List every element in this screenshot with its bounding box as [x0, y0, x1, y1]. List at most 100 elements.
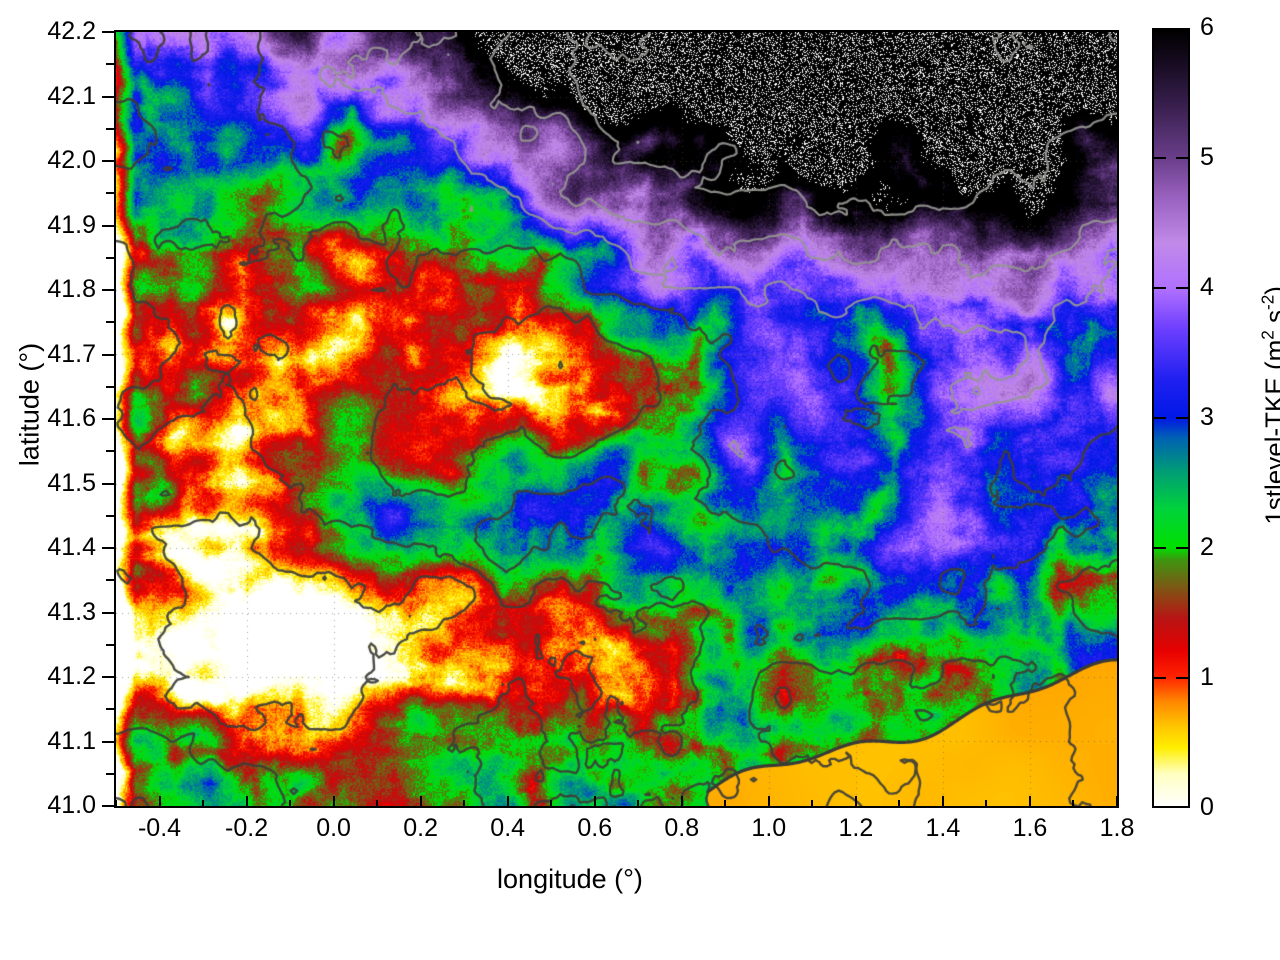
x-tick-minor	[550, 800, 553, 808]
x-tick-major	[593, 796, 596, 808]
x-tick-major	[1116, 796, 1118, 808]
tke-heatmap-canvas	[116, 32, 1117, 806]
x-tick-major	[767, 796, 770, 808]
colorbar-tick-left	[1152, 677, 1166, 679]
y-tick-minor	[106, 708, 114, 711]
x-tick-label: 0.6	[577, 814, 613, 842]
x-tick-label: 1.0	[751, 814, 787, 842]
y-tick-minor	[106, 192, 114, 195]
colorbar-title-main: 1stlevel-TKE (m	[1259, 339, 1280, 525]
x-tick-major	[1028, 796, 1031, 808]
x-tick-label: 0.2	[403, 814, 439, 842]
x-tick-major	[506, 796, 509, 808]
y-tick-major	[102, 224, 114, 227]
x-tick-minor	[115, 800, 117, 808]
y-tick-minor	[106, 63, 114, 66]
colorbar-tick-label: 5	[1200, 143, 1214, 171]
x-tick-label: 1.2	[838, 814, 874, 842]
colorbar-tick-label: 1	[1200, 663, 1214, 691]
y-tick-label: 41.3	[47, 597, 96, 626]
x-tick-label: 1.8	[1099, 814, 1135, 842]
y-tick-major	[102, 418, 114, 420]
colorbar-title-exp2: -2	[1257, 294, 1278, 310]
y-tick-label: 42.0	[47, 146, 96, 174]
colorbar-tick-right	[1176, 417, 1190, 419]
colorbar-tick-label: 2	[1200, 533, 1214, 561]
x-axis-title: longitude (°)	[497, 864, 643, 894]
x-tick-label: -0.2	[225, 814, 269, 842]
y-tick-minor	[106, 256, 114, 259]
x-tick-minor	[1072, 800, 1075, 808]
y-tick-label: 41.5	[47, 468, 96, 497]
colorbar-tick-label: 6	[1200, 13, 1214, 41]
colorbar-tick-left	[1152, 287, 1166, 289]
y-tick-label: 41.7	[47, 339, 96, 368]
y-tick-major	[102, 95, 114, 98]
y-tick-minor	[106, 127, 114, 130]
y-tick-label: 41.2	[47, 662, 96, 690]
y-tick-label: 41.8	[47, 275, 96, 303]
y-tick-label: 41.1	[47, 726, 96, 755]
y-tick-major	[102, 676, 114, 678]
colorbar-tick-left	[1152, 417, 1166, 419]
y-tick-major	[102, 547, 114, 549]
x-tick-major	[332, 796, 335, 808]
x-tick-label: 1.6	[1012, 814, 1048, 842]
x-tick-label: 0.4	[490, 814, 526, 842]
x-tick-minor	[985, 800, 988, 808]
colorbar-tick-right	[1176, 677, 1190, 679]
x-tick-minor	[376, 800, 379, 808]
x-tick-major	[941, 796, 944, 808]
colorbar-tick-left	[1152, 157, 1166, 159]
colorbar-tick-label: 3	[1200, 403, 1214, 431]
colorbar-title: 1stlevel-TKE (m2 s-2)	[1258, 195, 1280, 615]
y-tick-label: 42.2	[47, 17, 96, 45]
y-tick-minor	[106, 514, 114, 517]
y-tick-minor	[106, 321, 114, 324]
y-tick-minor	[106, 450, 114, 453]
y-tick-label: 41.9	[47, 210, 96, 239]
x-tick-minor	[202, 800, 205, 808]
x-tick-major	[419, 796, 422, 808]
colorbar-title-mid: s	[1259, 310, 1280, 330]
y-tick-minor	[106, 579, 114, 582]
colorbar-tick-right	[1176, 157, 1190, 159]
x-tick-minor	[289, 800, 292, 808]
y-tick-minor	[106, 772, 114, 775]
colorbar-tick-left	[1152, 547, 1166, 549]
colorbar-title-close: )	[1259, 286, 1280, 295]
x-tick-minor	[811, 800, 814, 808]
x-tick-minor	[463, 800, 466, 808]
x-tick-major	[158, 796, 161, 808]
y-tick-major	[102, 740, 114, 743]
y-tick-major	[102, 353, 114, 356]
colorbar-tick-label: 0	[1200, 793, 1214, 821]
y-tick-minor	[106, 643, 114, 646]
colorbar-tick-label: 4	[1200, 273, 1214, 301]
colorbar-tick-right	[1176, 287, 1190, 289]
y-tick-minor	[106, 385, 114, 388]
y-tick-major	[102, 482, 114, 485]
x-tick-label: -0.4	[137, 814, 182, 842]
y-tick-major	[102, 160, 114, 162]
x-tick-minor	[898, 800, 901, 808]
y-tick-label: 41.6	[47, 404, 96, 432]
x-tick-label: 1.4	[925, 814, 961, 842]
x-tick-major	[680, 796, 683, 808]
x-tick-major	[245, 796, 248, 808]
y-tick-major	[102, 805, 114, 807]
y-tick-major	[102, 289, 114, 291]
y-tick-label: 41.4	[47, 533, 96, 561]
x-tick-minor	[637, 800, 640, 808]
y-tick-major	[102, 31, 114, 33]
y-tick-label: 42.1	[47, 81, 96, 110]
x-tick-label: 0.0	[316, 814, 351, 842]
y-tick-major	[102, 611, 114, 614]
x-tick-label: 0.8	[664, 814, 700, 842]
colorbar-tick-right	[1176, 547, 1190, 549]
y-tick-label: 41.0	[47, 791, 96, 819]
x-tick-minor	[724, 800, 727, 808]
y-axis-title: latitude (°)	[14, 342, 45, 467]
map-plot-area[interactable]	[114, 30, 1119, 808]
